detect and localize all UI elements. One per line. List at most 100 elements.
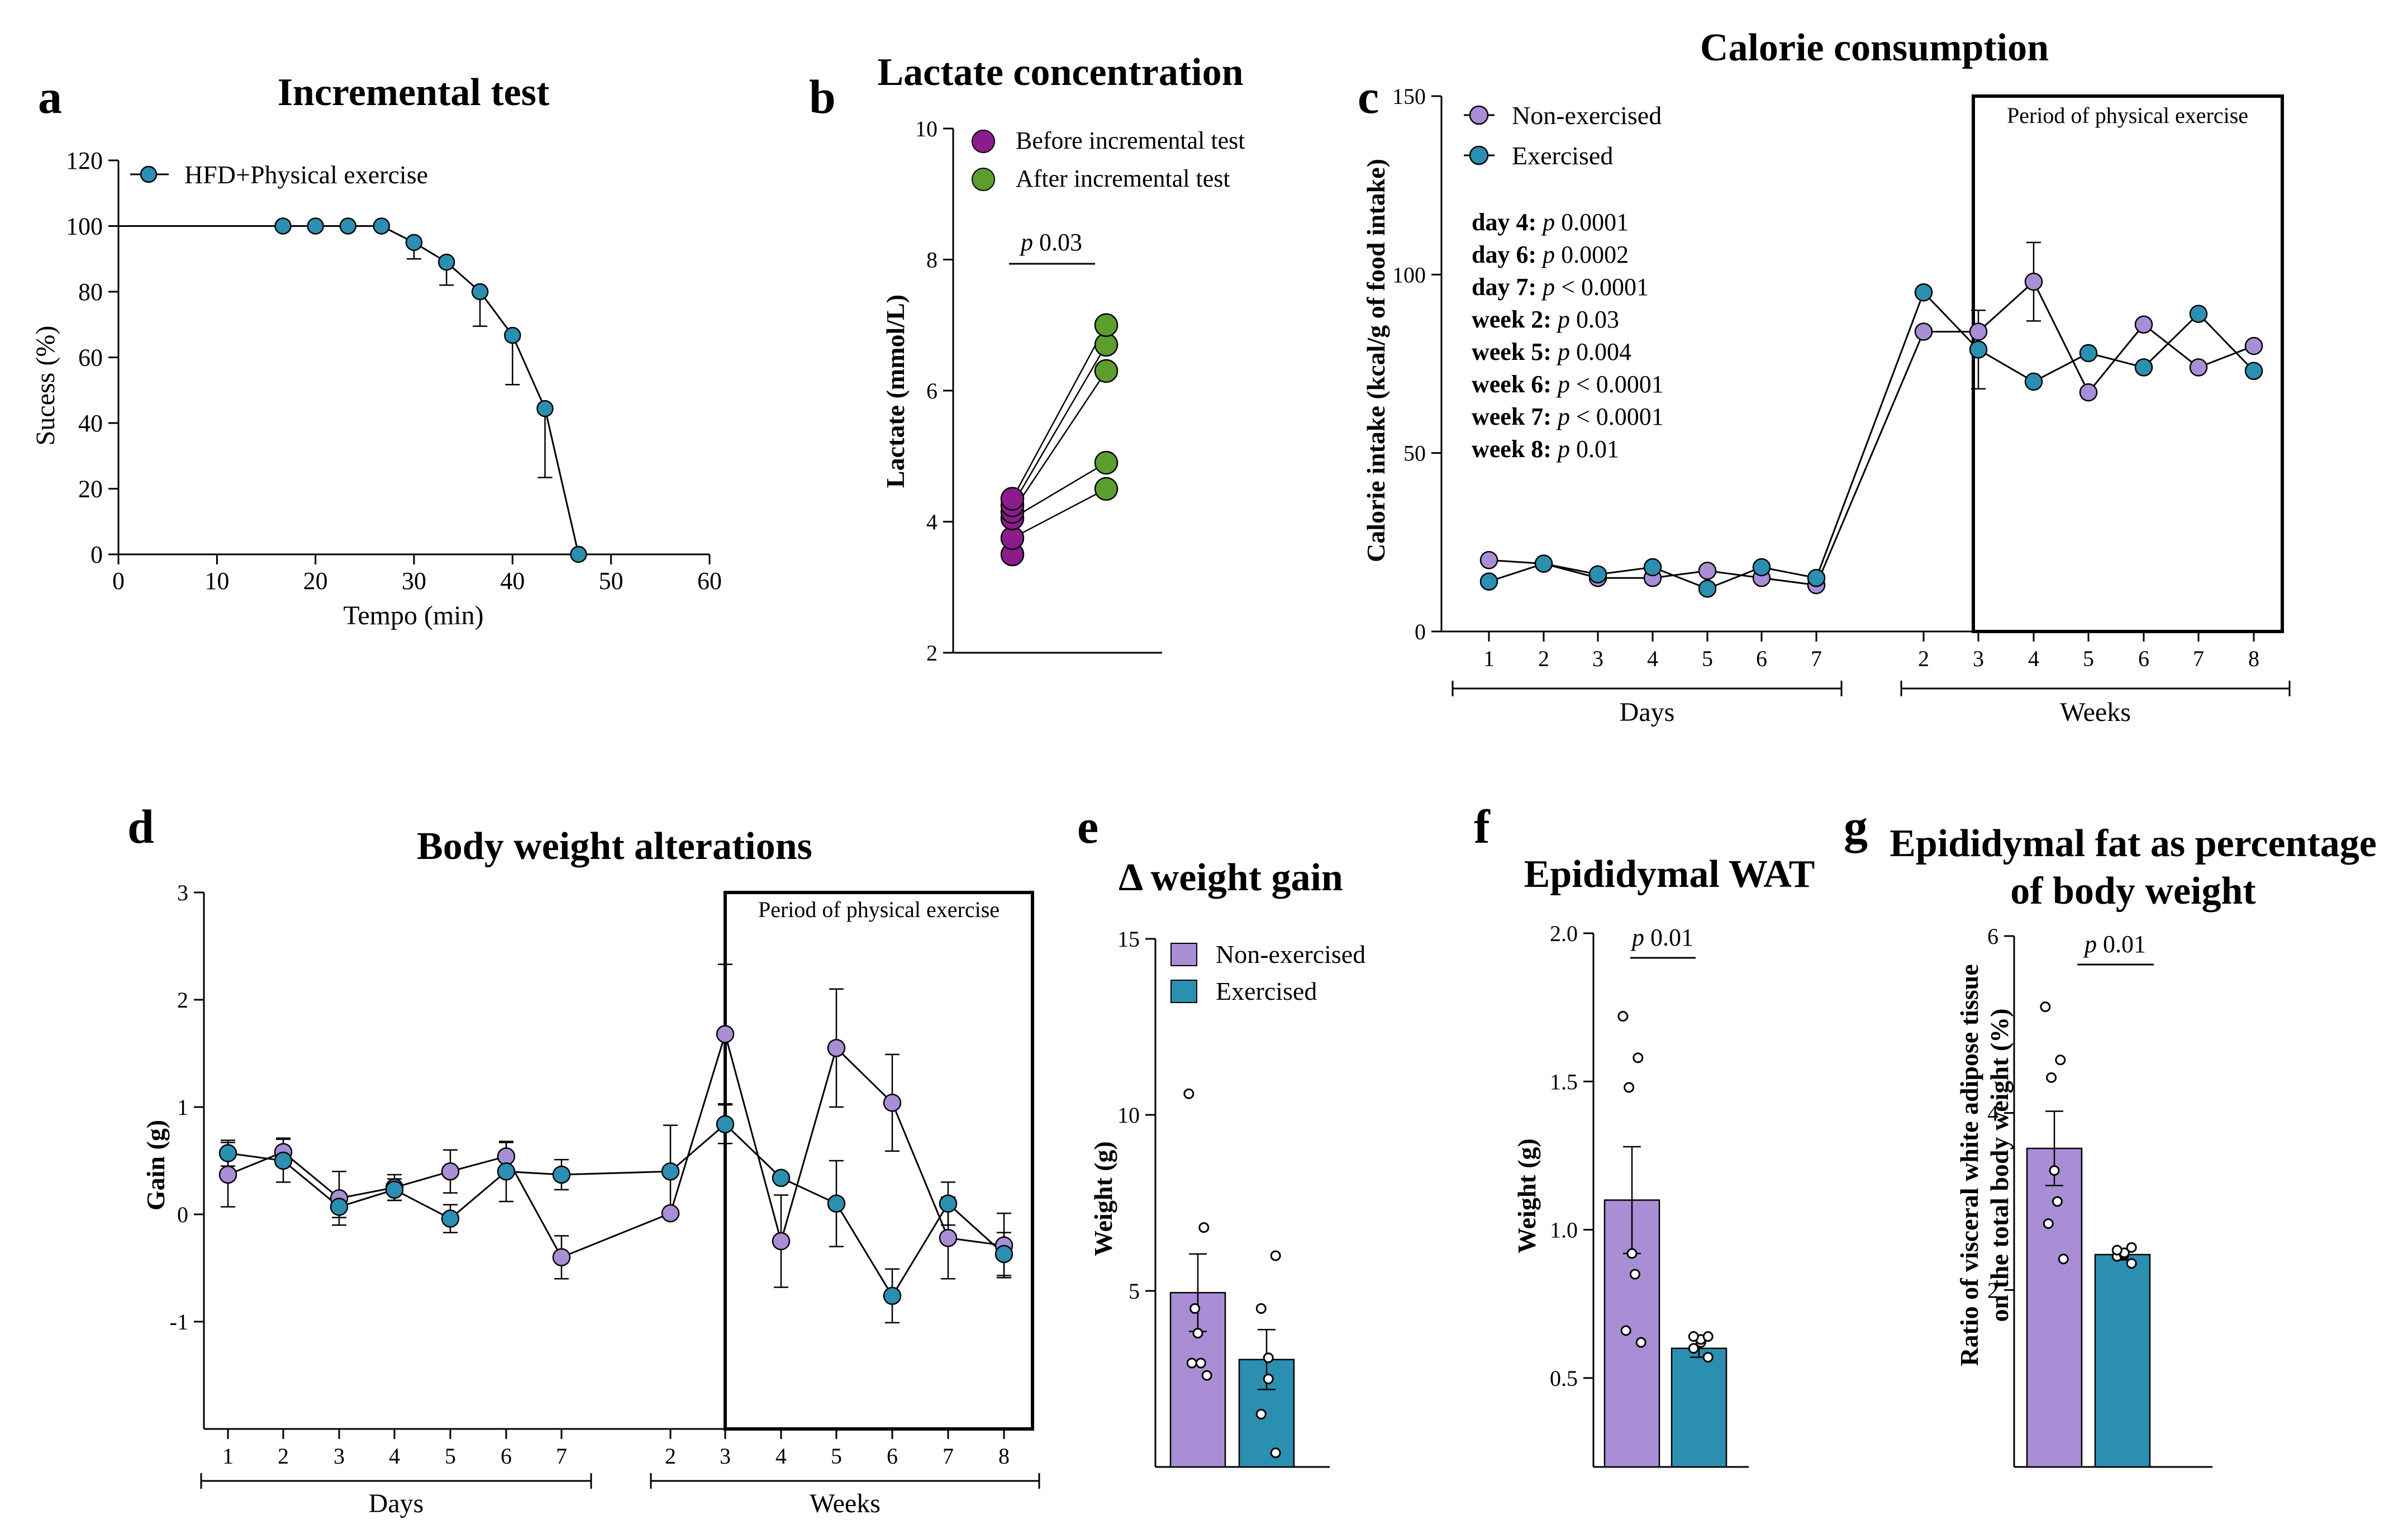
panel-c-calorie: c Calorie consumption 0 50 100 150 1 2 3 4 5 6 7 2 3…	[1358, 26, 2291, 727]
x-tick-label: 8	[2248, 646, 2259, 671]
data-point-exercised	[2126, 1258, 2137, 1269]
panel-c-legend: Non-exercised Exercised	[1464, 101, 1662, 170]
y-tick-label: 2	[177, 987, 188, 1013]
y-tick-label: 0	[91, 541, 103, 568]
y-tick-label: 6	[1987, 924, 1998, 949]
legend-label-nonexercised: Non-exercised	[1512, 101, 1662, 130]
data-point-exercised	[1255, 1409, 1267, 1419]
point-nonexercised	[441, 1162, 460, 1181]
y-tick-label: 150	[1392, 84, 1426, 109]
legend-marker-exercised	[1469, 145, 1489, 165]
data-point-exercised	[1255, 1303, 1267, 1314]
data-point-exercised	[1263, 1352, 1274, 1364]
point-nonexercised	[218, 1165, 237, 1184]
x-tick-label: 4	[1647, 646, 1658, 671]
point-nonexercised	[1479, 551, 1498, 569]
panel-g-ylabel-line1: Ratio of visceral white adipose tissue	[1955, 964, 1983, 1366]
panel-a-xlabel: Tempo (min)	[343, 601, 483, 630]
point-exercised	[330, 1198, 349, 1216]
data-point-nonexercised	[1626, 1248, 1638, 1259]
panel-g-title-line1: Epididymal fat as percentage	[1890, 822, 2377, 865]
legend-marker-hfd	[140, 165, 158, 183]
point-nonexercised	[552, 1248, 571, 1267]
y-tick-label: -1	[170, 1309, 188, 1334]
data-point	[274, 217, 292, 235]
point-exercised	[2024, 372, 2043, 391]
stat-line: day 6: p 0.0002	[1472, 241, 1629, 268]
x-tick-label: 50	[599, 567, 624, 595]
y-tick-label: 10	[915, 116, 937, 141]
y-tick-label: 6	[926, 378, 937, 403]
x-tick-label: 8	[998, 1443, 1010, 1469]
panel-letter-f: f	[1474, 800, 1491, 853]
data-point-exercised	[1702, 1331, 1714, 1342]
point-after	[1094, 359, 1119, 383]
panel-g-fat-percentage: g Epididymal fat as percentage of body w…	[1844, 800, 2377, 1468]
data-point-nonexercised	[1189, 1303, 1201, 1314]
data-point-nonexercised	[1192, 1328, 1203, 1339]
data-point	[471, 283, 489, 301]
stat-line: day 4: p 0.0001	[1472, 208, 1629, 236]
panel-f-significance: p 0.01	[1630, 924, 1696, 959]
x-tick-label: 60	[697, 567, 722, 595]
panel-e-ylabel: Weight (g)	[1089, 1141, 1117, 1256]
x-tick-label: 1	[222, 1443, 234, 1469]
data-point-nonexercised	[1633, 1052, 1644, 1063]
point-exercised	[2134, 358, 2153, 377]
panel-e-title: Δ weight gain	[1119, 856, 1343, 899]
panel-c-stats: day 4: p 0.0001 day 6: p 0.0002 day 7: p <…	[1472, 208, 1664, 463]
legend-marker-nonexercised	[1469, 105, 1489, 125]
panel-b-ylabel: Lactate (mmol/L)	[881, 295, 910, 488]
x-tick-label: 5	[1702, 646, 1713, 671]
series-line-nonexercised	[227, 1031, 1005, 1258]
point-nonexercised	[2134, 315, 2153, 334]
x-tick-label: 6	[1756, 646, 1767, 671]
x-tick-label: 7	[2193, 646, 2204, 671]
point-exercised	[1914, 283, 1933, 302]
panel-d-body-weight: d Body weight alterations -1 0 1 2 3 1 2 3 4 5 6 7 2…	[127, 800, 1040, 1518]
point-nonexercised	[883, 1094, 902, 1112]
data-point-nonexercised	[2055, 1055, 2066, 1066]
panel-letter-a: a	[38, 70, 62, 124]
legend-marker-before	[972, 130, 995, 153]
x-tick-label: 2	[278, 1443, 289, 1469]
panel-e-legend: Non-exercised Exercised	[1170, 940, 1365, 1005]
y-tick-label: 1.5	[1550, 1069, 1578, 1094]
group-label: Weeks	[2060, 697, 2131, 727]
x-tick-label: 10	[204, 567, 229, 595]
y-tick-label: 60	[78, 344, 103, 372]
stat-line: week 5: p 0.004	[1472, 338, 1631, 365]
y-tick-label: 3	[177, 880, 188, 905]
data-point-exercised	[1702, 1352, 1714, 1363]
bar-nonexercised	[2026, 1147, 2083, 1468]
legend-label-after: After incremental test	[1016, 165, 1230, 192]
x-tick-label: 6	[2138, 646, 2149, 671]
panel-letter-e: e	[1077, 800, 1098, 853]
bar-exercised	[2094, 1253, 2151, 1468]
data-point	[339, 217, 357, 235]
point-exercised	[1643, 558, 1662, 577]
data-point-exercised	[2126, 1242, 2137, 1253]
series-line-exercised	[227, 1123, 1005, 1298]
x-tick-label: 6	[501, 1443, 512, 1469]
panel-a-ylabel: Sucess (%)	[31, 326, 60, 446]
x-tick-label: 40	[500, 567, 525, 595]
point-exercised	[2079, 344, 2098, 363]
data-point-nonexercised	[1195, 1357, 1206, 1369]
point-after	[1094, 313, 1119, 337]
point-nonexercised	[716, 1025, 735, 1043]
point-nonexercised	[827, 1039, 846, 1057]
point-after	[1094, 477, 1119, 501]
y-tick-label: 100	[66, 213, 103, 240]
point-nonexercised	[939, 1228, 958, 1247]
point-exercised	[441, 1209, 460, 1228]
panel-g-significance: p 0.01	[2077, 930, 2154, 966]
data-point-nonexercised	[1183, 1088, 1195, 1099]
x-tick-label: 6	[887, 1443, 898, 1469]
panel-letter-d: d	[127, 800, 154, 853]
point-exercised	[883, 1286, 902, 1305]
panel-f-title: Epididymal WAT	[1524, 853, 1815, 896]
data-point	[307, 217, 324, 235]
panel-b-title: Lactate concentration	[877, 51, 1243, 94]
x-tick-label: 7	[556, 1443, 567, 1469]
